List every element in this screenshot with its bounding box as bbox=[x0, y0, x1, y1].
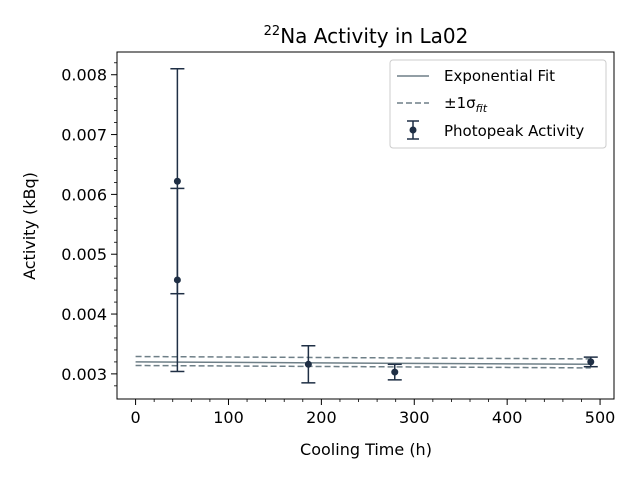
y-tick-label: 0.008 bbox=[61, 66, 107, 85]
legend-box bbox=[389, 59, 607, 149]
legend: Exponential Fit ±1σfit Photopeak Activit… bbox=[389, 59, 607, 149]
data-point bbox=[587, 358, 595, 366]
data-points bbox=[170, 68, 598, 384]
y-tick-label: 0.007 bbox=[61, 126, 107, 145]
sigma-line bbox=[135, 355, 591, 360]
axis-ticks: 0 100 200 300 400 500 0.003 0.004 0.005 0.006 0.00… bbox=[61, 62, 616, 427]
data-point bbox=[304, 360, 312, 368]
legend-errorbar-swatch bbox=[407, 120, 419, 140]
x-tick-label: 500 bbox=[585, 408, 616, 427]
legend-data-label: Photopeak Activity bbox=[444, 122, 584, 140]
legend-data-point bbox=[409, 126, 417, 134]
x-tick-label: 100 bbox=[213, 408, 244, 427]
chart-title: 22Na Activity in La02 bbox=[264, 24, 469, 48]
data-point bbox=[391, 368, 399, 376]
data-point bbox=[173, 276, 181, 284]
y-axis-label: Activity (kBq) bbox=[20, 172, 39, 280]
y-tick-label: 0.003 bbox=[61, 365, 107, 384]
legend-sigma-subscript: fit bbox=[476, 102, 488, 115]
legend-sigma-text: ±1σ bbox=[444, 94, 476, 112]
x-tick-label: 0 bbox=[130, 408, 140, 427]
legend-fit-label: Exponential Fit bbox=[444, 67, 555, 85]
chart-title-superscript: 22 bbox=[264, 24, 281, 39]
legend-sigma-label: ±1σfit bbox=[444, 94, 488, 115]
x-tick-label: 200 bbox=[306, 408, 337, 427]
plot-area bbox=[116, 51, 615, 400]
x-axis-label: Cooling Time (h) bbox=[300, 440, 432, 459]
chart-title-text: Na Activity in La02 bbox=[280, 24, 468, 48]
x-tick-label: 400 bbox=[492, 408, 523, 427]
y-tick-label: 0.006 bbox=[61, 185, 107, 204]
sigma-line bbox=[135, 364, 591, 369]
y-tick-label: 0.004 bbox=[61, 305, 107, 324]
y-tick-label: 0.005 bbox=[61, 245, 107, 264]
x-tick-label: 300 bbox=[399, 408, 430, 427]
fit-lines bbox=[135, 355, 591, 369]
data-point bbox=[173, 177, 181, 185]
fit-line bbox=[135, 361, 591, 366]
